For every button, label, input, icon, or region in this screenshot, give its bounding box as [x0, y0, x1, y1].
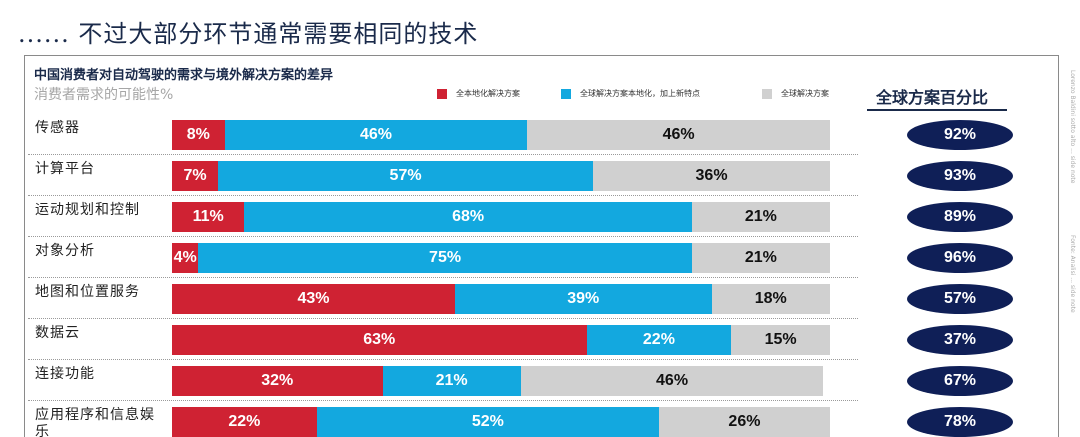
global-share-pill: 89%	[907, 202, 1013, 232]
legend-item-localized: 全球解决方案本地化，加上新特点	[561, 88, 700, 99]
row-separator	[28, 154, 858, 155]
legend-label-global: 全球解决方案	[781, 89, 829, 98]
bar-segment-localized: 52%	[316, 407, 659, 437]
legend-swatch-localized	[561, 88, 571, 99]
legend-label-localized: 全球解决方案本地化，加上新特点	[580, 89, 700, 98]
bar-segment-local: 7%	[172, 161, 219, 191]
chart-panel	[24, 55, 1059, 437]
bar-segment-local: 43%	[172, 284, 455, 314]
bar-segment-global: 36%	[593, 161, 830, 191]
bar-segment-localized: 21%	[382, 366, 521, 396]
bar-segment-global: 21%	[691, 243, 830, 273]
stacked-bar: 11% 68% 21%	[172, 202, 830, 232]
bar-segment-global: 21%	[691, 202, 830, 232]
stacked-bar: 4% 75% 21%	[172, 243, 830, 273]
stacked-bar: 8% 46% 46%	[172, 120, 830, 150]
global-share-pill: 96%	[907, 243, 1013, 273]
bar-segment-global: 46%	[520, 366, 824, 396]
stacked-bar: 63% 22% 15%	[172, 325, 830, 355]
category-label: 计算平台	[35, 161, 95, 177]
bar-segment-global: 15%	[731, 325, 830, 355]
bar-segment-localized: 68%	[244, 202, 692, 232]
category-label: 对象分析	[35, 243, 95, 259]
global-share-pill: 78%	[907, 407, 1013, 437]
bar-segment-local: 8%	[172, 120, 225, 150]
side-note-top: Lorenzo Baldini sotto alto ... side note	[1069, 70, 1076, 184]
bar-segment-localized: 22%	[586, 325, 732, 355]
row-separator	[28, 359, 858, 360]
chart-subtitle: 消费者需求的可能性%	[34, 87, 174, 103]
bar-segment-local: 11%	[172, 202, 245, 232]
bar-segment-local: 22%	[172, 407, 317, 437]
row-separator	[28, 195, 858, 196]
bar-segment-global: 46%	[527, 120, 830, 150]
category-label: 运动规划和控制	[35, 202, 140, 218]
bar-segment-localized: 57%	[218, 161, 594, 191]
legend-label-local: 全本地化解决方案	[456, 89, 520, 98]
row-separator	[28, 277, 858, 278]
global-share-pill: 92%	[907, 120, 1013, 150]
legend-swatch-local	[437, 88, 447, 99]
stacked-bar: 43% 39% 18%	[172, 284, 830, 314]
global-share-header-rule	[867, 109, 1007, 111]
page-headline: ...... 不过大部分环节通常需要相同的技术	[18, 20, 479, 48]
bar-segment-local: 4%	[172, 243, 199, 273]
bar-segment-localized: 75%	[198, 243, 692, 273]
category-label: 连接功能	[35, 366, 95, 382]
stacked-bar: 32% 21% 46%	[172, 366, 830, 396]
category-label: 地图和位置服务	[35, 284, 140, 300]
global-share-pill: 93%	[907, 161, 1013, 191]
legend-item-global: 全球解决方案	[762, 88, 829, 99]
global-share-header: 全球方案百分比	[876, 88, 989, 107]
bar-segment-local: 32%	[172, 366, 383, 396]
row-separator	[28, 318, 858, 319]
global-share-pill: 67%	[907, 366, 1013, 396]
global-share-pill: 37%	[907, 325, 1013, 355]
global-share-pill: 57%	[907, 284, 1013, 314]
chart-title: 中国消费者对自动驾驶的需求与境外解决方案的差异	[34, 68, 334, 83]
legend-item-local: 全本地化解决方案	[437, 88, 520, 99]
bar-segment-global: 26%	[658, 407, 830, 437]
bar-segment-localized: 39%	[454, 284, 712, 314]
stacked-bar: 22% 52% 26%	[172, 407, 830, 437]
category-label: 传感器	[35, 120, 80, 136]
row-separator	[28, 400, 858, 401]
category-label: 数据云	[35, 325, 80, 341]
bar-segment-localized: 46%	[224, 120, 528, 150]
bar-segment-local: 63%	[172, 325, 587, 355]
legend-swatch-global	[762, 88, 772, 99]
category-label: 应用程序和信息娱乐	[35, 407, 155, 437]
side-note-bottom: Fonte: Analisi ... side note	[1069, 235, 1076, 313]
bar-segment-global: 18%	[711, 284, 830, 314]
row-separator	[28, 236, 858, 237]
stacked-bar: 7% 57% 36%	[172, 161, 830, 191]
